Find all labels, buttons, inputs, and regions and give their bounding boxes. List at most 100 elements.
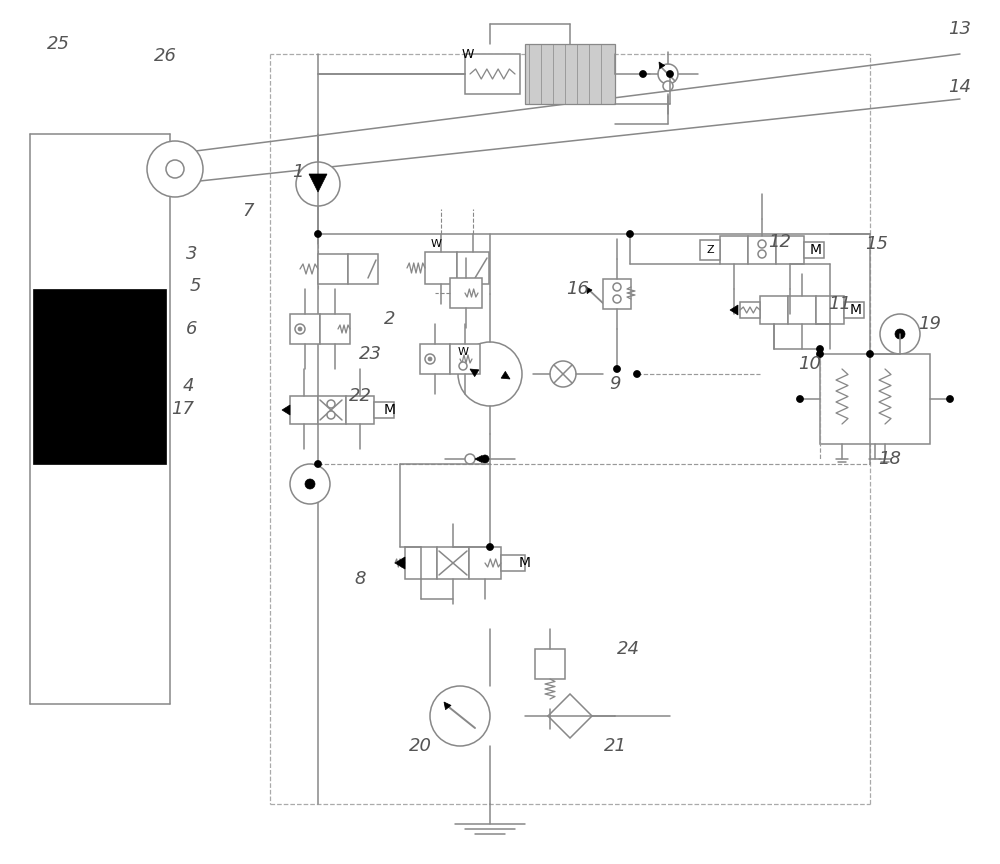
Bar <box>748 236 776 264</box>
Bar <box>760 296 788 324</box>
Text: W: W <box>458 347 468 357</box>
Circle shape <box>465 454 475 464</box>
Text: 23: 23 <box>358 345 382 363</box>
Circle shape <box>481 455 489 463</box>
Text: Z: Z <box>706 245 714 255</box>
Bar <box>603 279 631 309</box>
Circle shape <box>327 400 335 408</box>
Polygon shape <box>395 557 405 569</box>
Text: 16: 16 <box>566 280 590 298</box>
Text: 13: 13 <box>948 20 972 38</box>
Circle shape <box>425 354 435 364</box>
Circle shape <box>880 314 920 354</box>
Circle shape <box>458 342 522 406</box>
Bar <box>318 396 346 424</box>
Circle shape <box>866 351 874 358</box>
Bar <box>776 236 804 264</box>
Text: 7: 7 <box>242 202 254 220</box>
Text: 26: 26 <box>154 47 176 65</box>
Text: 18: 18 <box>879 450 902 468</box>
Bar <box>469 547 501 579</box>
Polygon shape <box>586 287 592 294</box>
Bar <box>535 649 565 679</box>
Bar <box>720 236 748 264</box>
Text: 25: 25 <box>46 35 70 53</box>
Bar <box>816 296 844 324</box>
Bar <box>348 254 378 284</box>
Bar <box>525 44 615 104</box>
Text: 14: 14 <box>948 78 972 96</box>
Bar <box>700 240 720 260</box>
Circle shape <box>666 71 674 78</box>
Polygon shape <box>548 694 592 738</box>
Circle shape <box>550 361 576 387</box>
Bar <box>290 396 318 424</box>
Circle shape <box>298 327 302 331</box>
Bar <box>405 547 437 579</box>
Polygon shape <box>444 702 451 709</box>
Circle shape <box>640 71 646 78</box>
Text: 3: 3 <box>186 245 198 263</box>
Polygon shape <box>730 305 738 315</box>
Text: W: W <box>462 48 474 60</box>
Polygon shape <box>470 369 479 377</box>
Circle shape <box>459 362 467 370</box>
Text: 4: 4 <box>182 377 194 395</box>
Text: W: W <box>430 239 442 249</box>
Circle shape <box>816 346 824 353</box>
Polygon shape <box>475 455 482 462</box>
Circle shape <box>816 351 824 358</box>
Polygon shape <box>659 62 665 68</box>
Text: M: M <box>810 243 822 257</box>
Circle shape <box>305 479 315 489</box>
Text: M: M <box>850 303 862 317</box>
Bar <box>501 555 525 571</box>
Text: 9: 9 <box>609 375 621 393</box>
Circle shape <box>428 357 432 361</box>
Text: 10: 10 <box>798 355 822 373</box>
Circle shape <box>486 543 494 550</box>
Polygon shape <box>501 372 510 379</box>
Circle shape <box>614 365 620 372</box>
Bar <box>465 54 520 94</box>
Text: 5: 5 <box>189 277 201 295</box>
Text: 21: 21 <box>604 737 626 755</box>
Circle shape <box>895 329 905 339</box>
Circle shape <box>658 64 678 84</box>
Circle shape <box>166 160 184 178</box>
Text: 15: 15 <box>866 235 889 253</box>
Polygon shape <box>282 405 290 415</box>
Text: 17: 17 <box>172 400 194 418</box>
Bar <box>420 344 450 374</box>
Bar <box>374 402 394 418</box>
Text: 22: 22 <box>349 387 372 405</box>
Circle shape <box>314 461 322 467</box>
Bar <box>844 302 864 318</box>
Text: 2: 2 <box>384 310 396 328</box>
Bar <box>740 302 760 318</box>
Bar <box>320 314 350 344</box>
Circle shape <box>314 231 322 238</box>
Text: 6: 6 <box>186 320 198 338</box>
Circle shape <box>613 283 621 291</box>
Bar <box>450 344 480 374</box>
Circle shape <box>295 324 305 334</box>
Circle shape <box>758 240 766 248</box>
Circle shape <box>796 396 804 403</box>
Circle shape <box>946 396 954 403</box>
Circle shape <box>327 411 335 419</box>
Bar <box>33 289 166 464</box>
Circle shape <box>758 250 766 258</box>
Bar <box>346 396 374 424</box>
Circle shape <box>290 464 330 504</box>
Bar <box>450 278 482 308</box>
Text: 1: 1 <box>292 163 304 181</box>
Text: 24: 24 <box>616 640 640 658</box>
Circle shape <box>626 231 634 238</box>
Text: 11: 11 <box>828 295 852 313</box>
Text: 19: 19 <box>918 315 942 333</box>
Bar <box>788 296 816 324</box>
Circle shape <box>663 81 673 91</box>
Text: 20: 20 <box>409 737 432 755</box>
Bar <box>804 242 824 258</box>
